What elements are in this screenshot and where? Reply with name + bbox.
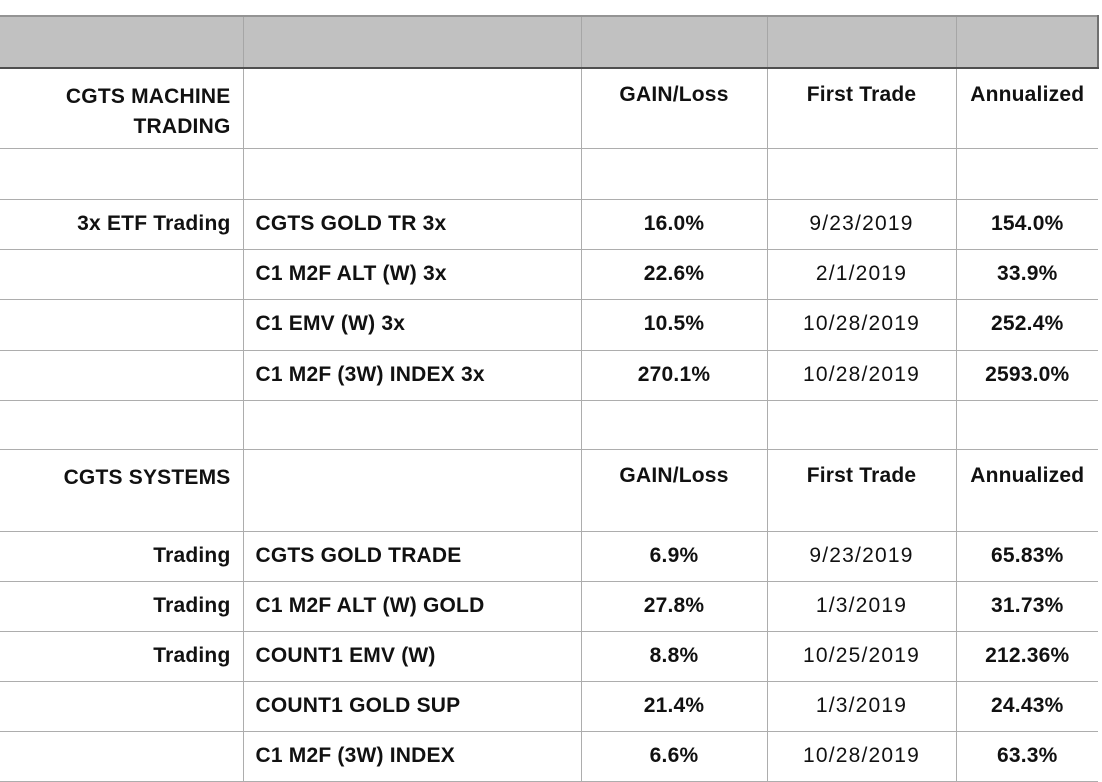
cell-gain[interactable]: 27.8% — [581, 581, 768, 632]
column-header-gain-loss[interactable]: GAIN/Loss — [581, 68, 768, 149]
table-row: C1 EMV (W) 3x 10.5% 10/28/2019 252.4% — [0, 299, 1098, 351]
empty-cell[interactable] — [243, 148, 582, 200]
cell-section-label[interactable]: Trading — [0, 531, 244, 582]
cell-first-trade[interactable]: 10/28/2019 — [767, 731, 957, 782]
cell-gain[interactable]: 22.6% — [581, 249, 768, 300]
cell-section-label[interactable]: Trading — [0, 631, 244, 682]
empty-cell[interactable] — [767, 148, 957, 200]
cell-first-trade[interactable]: 1/3/2019 — [767, 581, 957, 632]
cell-trade-name[interactable]: C1 M2F ALT (W) 3x — [243, 249, 582, 300]
spreadsheet-canvas: CGTS MACHINE TRADING GAIN/Loss First Tra… — [0, 15, 1102, 782]
table-row: COUNT1 GOLD SUP 21.4% 1/3/2019 24.43% — [0, 681, 1098, 732]
cell-gain[interactable]: 16.0% — [581, 199, 768, 250]
cell-section-label[interactable]: Trading — [0, 581, 244, 632]
table-row: C1 M2F (3W) INDEX 3x 270.1% 10/28/2019 2… — [0, 350, 1098, 401]
cell-annualized[interactable]: 33.9% — [956, 249, 1098, 300]
section-header-row: CGTS SYSTEMS GAIN/Loss First Trade Annua… — [0, 449, 1098, 532]
cell-annualized[interactable]: 24.43% — [956, 681, 1098, 732]
cell-gain[interactable]: 8.8% — [581, 631, 768, 682]
cell-section-label[interactable] — [0, 350, 244, 401]
empty-cell[interactable] — [0, 148, 244, 200]
cell-section-label[interactable] — [0, 731, 244, 782]
cell-trade-name[interactable]: C1 EMV (W) 3x — [243, 299, 582, 351]
column-header-first-trade[interactable]: First Trade — [767, 449, 957, 532]
band-cell[interactable] — [767, 15, 957, 69]
empty-cell[interactable] — [581, 400, 768, 450]
table-row: C1 M2F ALT (W) 3x 22.6% 2/1/2019 33.9% — [0, 249, 1098, 300]
empty-cell[interactable] — [0, 400, 244, 450]
cell-annualized[interactable]: 63.3% — [956, 731, 1098, 782]
table-row: Trading COUNT1 EMV (W) 8.8% 10/25/2019 2… — [0, 631, 1098, 682]
cell-section-label[interactable]: 3x ETF Trading — [0, 199, 244, 250]
cell-first-trade[interactable]: 2/1/2019 — [767, 249, 957, 300]
table-row: Trading CGTS GOLD TRADE 6.9% 9/23/2019 6… — [0, 531, 1098, 582]
table-row: C1 M2F (3W) INDEX 6.6% 10/28/2019 63.3% — [0, 731, 1098, 782]
cell-trade-name[interactable]: COUNT1 GOLD SUP — [243, 681, 582, 732]
section-title: CGTS SYSTEMS — [63, 465, 231, 489]
column-header-first-trade[interactable]: First Trade — [767, 68, 957, 149]
table-row: 3x ETF Trading CGTS GOLD TR 3x 16.0% 9/2… — [0, 199, 1098, 250]
cell-gain[interactable]: 6.6% — [581, 731, 768, 782]
trading-table: CGTS MACHINE TRADING GAIN/Loss First Tra… — [0, 15, 1099, 782]
section-title-cell[interactable]: CGTS MACHINE TRADING — [0, 68, 244, 149]
cell-annualized[interactable]: 252.4% — [956, 299, 1098, 351]
cell-gain[interactable]: 21.4% — [581, 681, 768, 732]
cell-trade-name[interactable]: C1 M2F ALT (W) GOLD — [243, 581, 582, 632]
cell-trade-name[interactable]: COUNT1 EMV (W) — [243, 631, 582, 682]
empty-cell[interactable] — [956, 400, 1098, 450]
cell-first-trade[interactable]: 10/28/2019 — [767, 299, 957, 351]
section-title: CGTS MACHINE TRADING — [65, 85, 231, 138]
cell-section-label[interactable] — [0, 299, 244, 351]
cell-trade-name[interactable]: CGTS GOLD TRADE — [243, 531, 582, 582]
cell-first-trade[interactable]: 1/3/2019 — [767, 681, 957, 732]
empty-cell[interactable] — [243, 400, 582, 450]
cell-annualized[interactable]: 212.36% — [956, 631, 1098, 682]
cell-first-trade[interactable]: 9/23/2019 — [767, 199, 957, 250]
cell-first-trade[interactable]: 10/25/2019 — [767, 631, 957, 682]
cell-first-trade[interactable]: 10/28/2019 — [767, 350, 957, 401]
cell-gain[interactable]: 10.5% — [581, 299, 768, 351]
band-cell[interactable] — [956, 15, 1099, 69]
cell-trade-name[interactable]: C1 M2F (3W) INDEX 3x — [243, 350, 582, 401]
cell-first-trade[interactable]: 9/23/2019 — [767, 531, 957, 582]
band-cell[interactable] — [243, 15, 582, 69]
cell-section-label[interactable] — [0, 249, 244, 300]
column-header-annualized[interactable]: Annualized — [956, 68, 1098, 149]
section-title-cell[interactable]: CGTS SYSTEMS — [0, 449, 244, 532]
cell-annualized[interactable]: 65.83% — [956, 531, 1098, 582]
spacer-row — [0, 148, 1098, 200]
empty-cell[interactable] — [581, 148, 768, 200]
cell-trade-name[interactable]: C1 M2F (3W) INDEX — [243, 731, 582, 782]
header-band-row — [0, 15, 1099, 69]
cell-trade-name[interactable]: CGTS GOLD TR 3x — [243, 199, 582, 250]
cell-gain[interactable]: 6.9% — [581, 531, 768, 582]
band-cell[interactable] — [581, 15, 768, 69]
empty-cell[interactable] — [243, 449, 582, 532]
cell-gain[interactable]: 270.1% — [581, 350, 768, 401]
empty-cell[interactable] — [956, 148, 1098, 200]
column-header-annualized[interactable]: Annualized — [956, 449, 1098, 532]
table-row: Trading C1 M2F ALT (W) GOLD 27.8% 1/3/20… — [0, 581, 1098, 632]
cell-annualized[interactable]: 2593.0% — [956, 350, 1098, 401]
column-header-gain-loss[interactable]: GAIN/Loss — [581, 449, 768, 532]
section-header-row: CGTS MACHINE TRADING GAIN/Loss First Tra… — [0, 68, 1098, 149]
empty-cell[interactable] — [243, 68, 582, 149]
cell-annualized[interactable]: 154.0% — [956, 199, 1098, 250]
empty-cell[interactable] — [767, 400, 957, 450]
cell-section-label[interactable] — [0, 681, 244, 732]
band-cell[interactable] — [0, 15, 244, 69]
cell-annualized[interactable]: 31.73% — [956, 581, 1098, 632]
spacer-row — [0, 400, 1098, 450]
